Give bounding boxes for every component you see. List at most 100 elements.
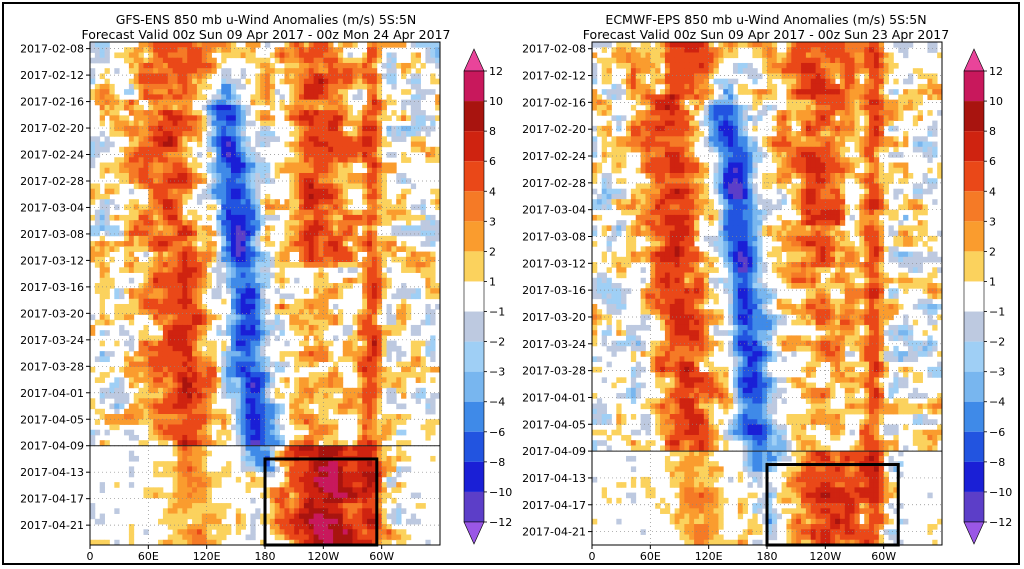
heat-cell <box>216 503 222 509</box>
heat-cell <box>99 487 105 493</box>
heat-cell <box>410 366 417 373</box>
heat-cell <box>328 172 334 179</box>
heat-cell <box>128 204 135 211</box>
heat-cell <box>221 340 227 347</box>
heat-cell <box>148 172 154 179</box>
heat-cell <box>279 508 285 514</box>
heat-cell <box>318 466 324 473</box>
heat-cell <box>128 57 135 64</box>
heat-cell <box>386 235 392 242</box>
heat-cell <box>138 283 144 289</box>
heat-cell <box>333 188 339 195</box>
heat-cell <box>187 115 193 121</box>
heat-cell <box>172 487 178 493</box>
heat-cell <box>255 330 261 336</box>
heat-cell <box>192 272 198 279</box>
heat-cell <box>158 345 164 352</box>
heat-cell <box>143 382 149 389</box>
heat-cell <box>192 251 198 258</box>
heat-cell <box>337 146 344 153</box>
heat-cell <box>187 419 193 425</box>
heat-cell <box>240 162 246 169</box>
heat-cell <box>162 162 169 169</box>
heat-cell <box>425 262 431 268</box>
heat-cell <box>371 298 378 305</box>
heat-cell <box>162 83 169 90</box>
heat-cell <box>435 288 441 294</box>
heat-cell <box>260 214 266 221</box>
heat-cell <box>328 256 334 263</box>
heat-cell <box>318 120 324 127</box>
heat-cell <box>240 434 246 441</box>
heat-cell <box>187 471 193 478</box>
heat-cell <box>391 377 397 383</box>
heat-cell <box>289 78 295 85</box>
heat-cell <box>313 99 319 106</box>
heat-cell <box>148 235 154 242</box>
heat-cell <box>376 403 383 410</box>
heat-cell <box>303 94 310 101</box>
heat-cell <box>425 220 431 226</box>
heat-cell <box>357 461 363 467</box>
heat-cell <box>172 393 178 399</box>
heat-cell <box>371 366 378 373</box>
heat-cell <box>265 256 271 263</box>
heat-cell <box>177 89 183 95</box>
heat-cell <box>143 110 149 116</box>
heat-cell <box>235 324 242 331</box>
heat-cell <box>371 450 378 457</box>
heat-cell <box>333 183 339 190</box>
heat-cell <box>133 125 140 132</box>
heat-cell <box>323 309 329 315</box>
heat-cell <box>318 408 324 415</box>
heat-cell <box>124 288 130 294</box>
heat-cell <box>226 277 232 284</box>
heat-cell <box>143 345 149 352</box>
heat-cell <box>245 209 251 216</box>
heat-cell <box>206 272 212 279</box>
heat-cell <box>211 393 217 399</box>
heat-cell <box>371 104 378 111</box>
heat-cell <box>124 414 130 420</box>
heat-cell <box>104 387 110 394</box>
heat-cell <box>187 47 193 53</box>
heat-cell <box>425 47 431 53</box>
heat-cell <box>260 172 266 179</box>
heat-cell <box>114 172 120 179</box>
heat-cell <box>109 366 115 373</box>
heat-cell <box>187 534 193 541</box>
heat-cell <box>255 136 261 142</box>
heat-cell <box>94 89 101 95</box>
heat-cell <box>162 387 169 394</box>
heat-cell <box>294 356 300 363</box>
heat-cell <box>352 152 358 158</box>
heat-cell <box>333 539 339 546</box>
heat-cell <box>221 199 227 205</box>
heat-cell <box>430 335 436 342</box>
heat-cell <box>221 377 227 383</box>
heat-cell <box>138 146 144 153</box>
heat-cell <box>235 230 242 237</box>
heat-cell <box>274 503 280 509</box>
heat-cell <box>410 104 417 111</box>
heat-cell <box>289 42 295 48</box>
heat-cell <box>114 340 120 347</box>
heat-cell <box>162 146 169 153</box>
heat-cell <box>153 199 159 205</box>
heat-cell <box>430 188 436 195</box>
heat-cell <box>357 450 363 457</box>
heat-cell <box>192 277 198 284</box>
heat-cell <box>206 152 212 158</box>
heat-cell <box>182 47 188 53</box>
heat-cell <box>269 424 276 431</box>
heat-cell <box>352 539 358 546</box>
heat-cell <box>405 534 412 541</box>
heat-cell <box>323 445 329 452</box>
heat-cell <box>172 99 178 106</box>
heat-cell <box>114 131 120 137</box>
heat-cell <box>162 262 169 268</box>
heat-cell <box>192 62 198 69</box>
heat-cell <box>357 125 363 132</box>
heat-cell <box>114 110 120 116</box>
heat-cell <box>376 172 383 179</box>
